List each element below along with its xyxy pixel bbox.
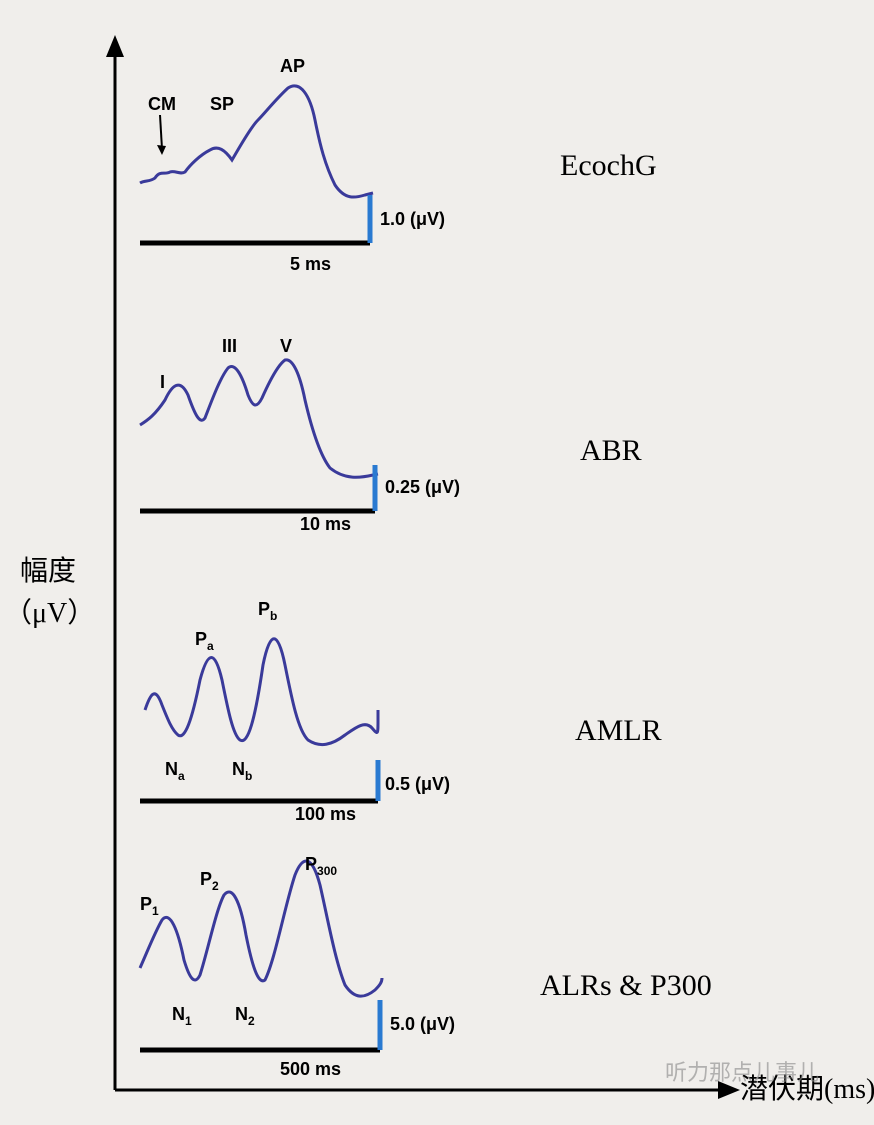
panel-AMLR: 0.5 (μV) 100 ms AMLR Pa Pb Na Nb: [140, 599, 662, 824]
arrow-line: [160, 115, 162, 149]
y-axis-label-line1: 幅度: [20, 555, 76, 587]
amplitude-label: 1.0 (μV): [380, 209, 445, 229]
peak-label: Na: [165, 759, 185, 783]
time-label: 500 ms: [280, 1059, 341, 1079]
peak-label: Pb: [258, 599, 277, 623]
peak-label: CM: [148, 94, 176, 114]
time-label: 10 ms: [300, 514, 351, 534]
peak-label: P2: [200, 869, 219, 893]
time-label: 5 ms: [290, 254, 331, 274]
panel-title: ABR: [580, 434, 642, 467]
peak-label: P1: [140, 894, 159, 918]
arrow-head: [157, 145, 166, 155]
amplitude-label: 5.0 (μV): [390, 1014, 455, 1034]
axes: [106, 35, 740, 1099]
peak-label: Nb: [232, 759, 252, 783]
peak-label: V: [280, 336, 292, 356]
peak-label: N2: [235, 1004, 255, 1028]
peak-label: SP: [210, 94, 234, 114]
watermark: 听力那点儿事儿: [665, 1060, 819, 1085]
amplitude-label: 0.5 (μV): [385, 774, 450, 794]
peak-label: III: [222, 336, 237, 356]
peak-label: P300: [305, 854, 337, 878]
panel-ALRs_P300: 5.0 (μV) 500 ms ALRs & P300 P1 P2 P300 N1 N2: [140, 854, 712, 1079]
panel-title: ALRs & P300: [540, 969, 712, 1002]
panel-EcochG: 1.0 (μV) 5 ms EcochG CM SP AP: [140, 56, 657, 274]
amplitude-label: 0.25 (μV): [385, 477, 460, 497]
waveform-ALRs_P300: [140, 861, 382, 996]
figure-canvas: 幅度 （μV） 潜伏期(ms) 听力那点儿事儿 1.0 (μV)5 msEcoc…: [0, 0, 874, 1125]
peak-label: AP: [280, 56, 305, 76]
peak-label: Pa: [195, 629, 214, 653]
y-axis-label-line2: （μV）: [4, 597, 95, 629]
waveform-AMLR: [145, 639, 378, 745]
waveform-ABR: [140, 360, 378, 477]
panel-ABR: 0.25 (μV)10 msABRIIIIV: [140, 336, 642, 534]
panel-title: AMLR: [575, 714, 662, 747]
peak-label: N1: [172, 1004, 192, 1028]
peak-label: I: [160, 372, 165, 392]
panel-title: EcochG: [560, 149, 657, 182]
time-label: 100 ms: [295, 804, 356, 824]
